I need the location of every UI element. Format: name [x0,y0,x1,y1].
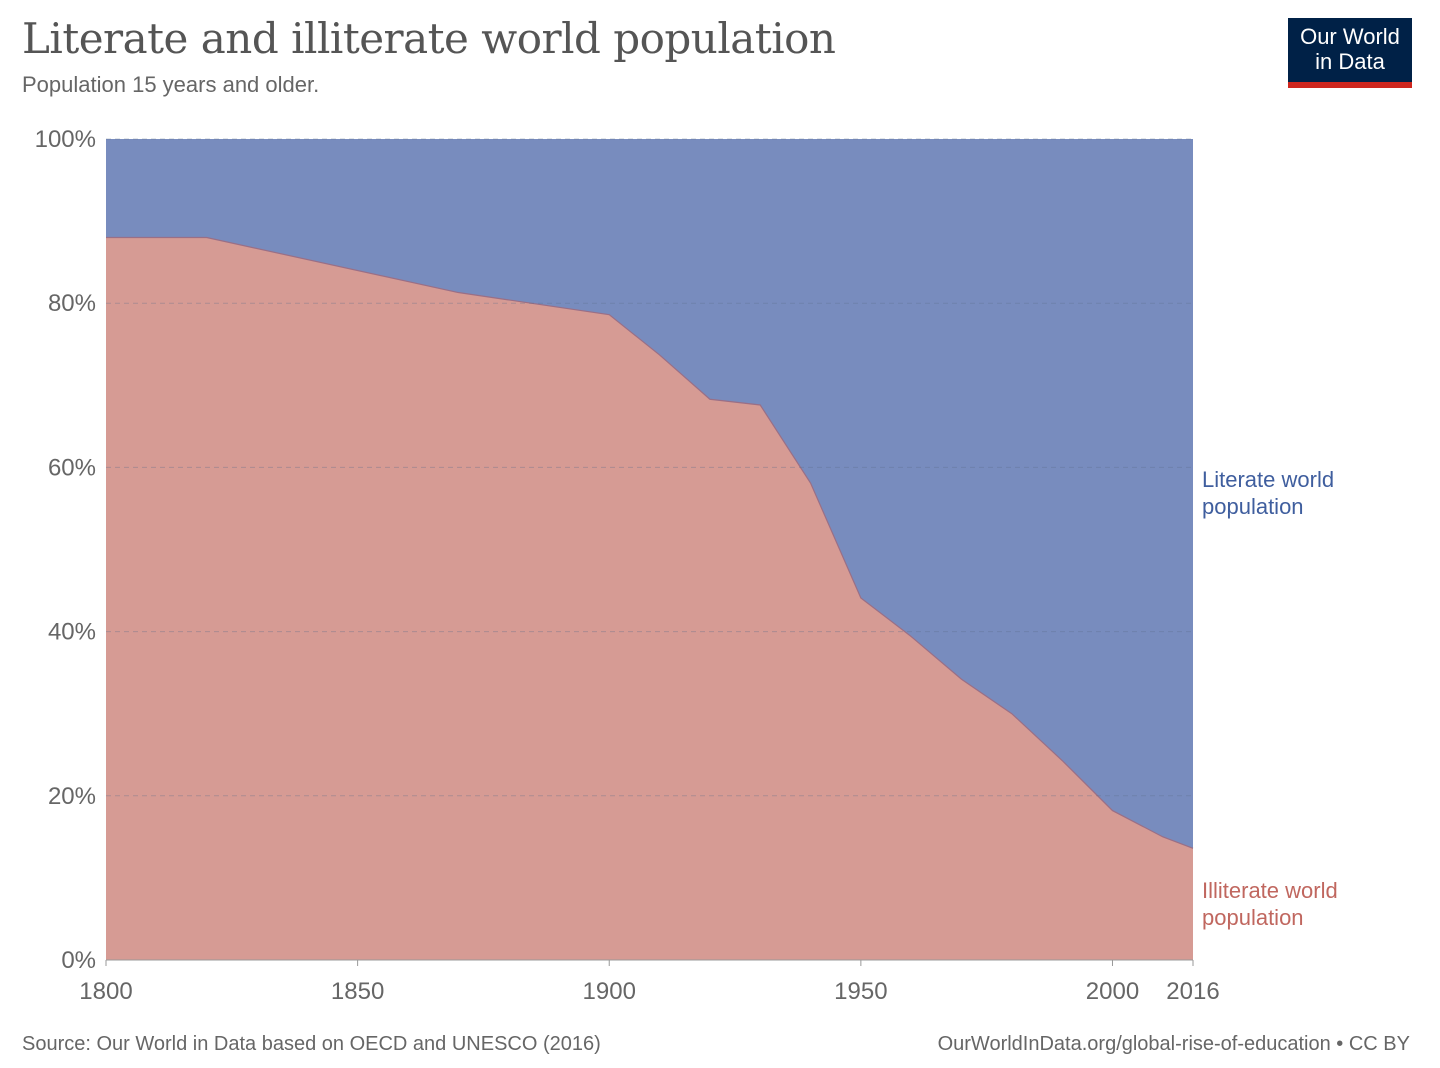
logo-line-1: Our World [1300,24,1400,49]
y-tick-label: 60% [48,454,96,481]
chart-gridlines [106,138,1193,797]
source-url-license[interactable]: OurWorldInData.org/global-rise-of-educat… [937,1033,1410,1055]
x-axis: 1800 1850 1900 1950 2000 2016 [79,959,1220,1005]
series-label-line: Illiterate world [1202,878,1338,903]
x-tick-label: 1950 [834,978,887,1005]
illiterate-world-population-area [106,237,1193,960]
series-label-line: Literate world [1202,467,1334,492]
y-axis-ticks: 0% 20% 40% 60% 80% 100% [35,126,96,974]
logo-line-2: in Data [1315,49,1385,74]
x-tick-label: 1850 [331,978,384,1005]
y-tick-label: 0% [61,947,96,974]
y-tick-label: 20% [48,783,96,810]
literate-world-population-area [106,139,1193,849]
x-tick-label: 1900 [583,978,636,1005]
source-note: Source: Our World in Data based on OECD … [22,1033,601,1055]
chart-subtitle: Population 15 years and older. [22,72,320,97]
series-label-line: population [1202,905,1304,930]
y-tick-label: 40% [48,619,96,646]
y-tick-label: 80% [48,290,96,317]
x-tick-label: 2016 [1166,978,1219,1005]
x-tick-label: 2000 [1086,978,1139,1005]
chart-title: Literate and illiterate world population [22,14,836,63]
series-label-line: population [1202,494,1304,519]
owid-logo[interactable]: Our World in Data [1288,18,1412,88]
series-boundary-line [106,236,1194,849]
x-tick-label: 1800 [79,978,132,1005]
y-tick-label: 100% [35,126,96,153]
logo-accent-bar [1288,82,1412,88]
chart-areas [106,139,1194,960]
